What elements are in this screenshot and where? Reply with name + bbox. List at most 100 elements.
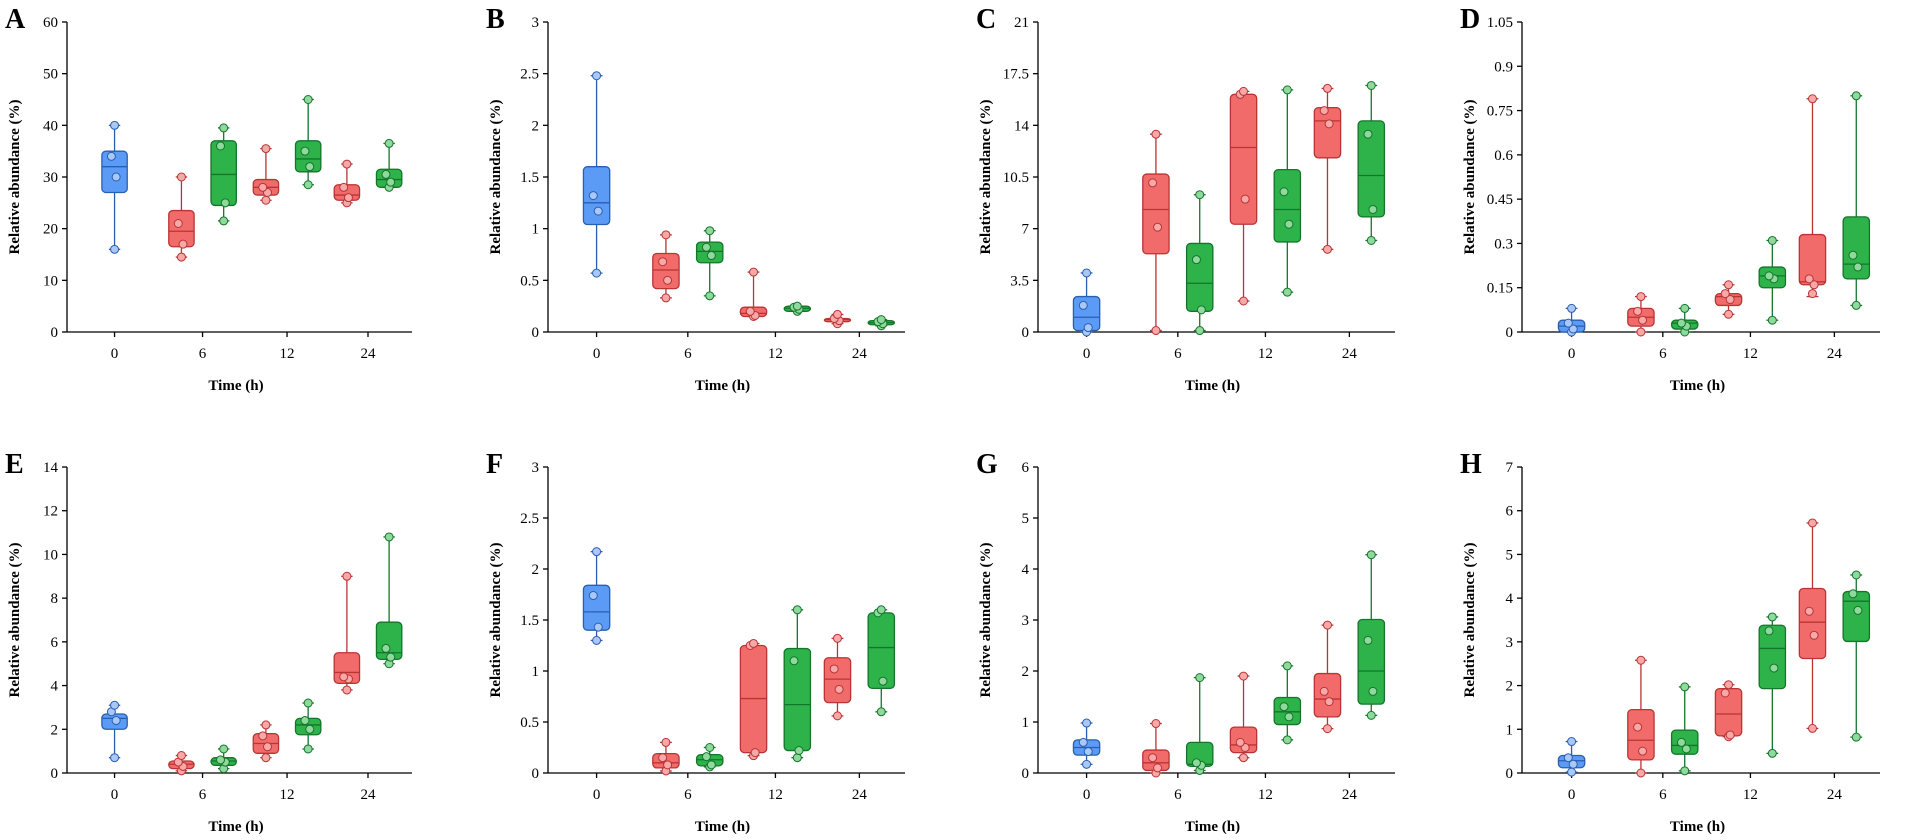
box-red-24h (1313, 83, 1342, 254)
box-red-24h (333, 159, 361, 208)
data-point (1851, 732, 1861, 742)
y-tick-label: 10.5 (1003, 170, 1029, 186)
box-red-6h (168, 172, 195, 262)
box-red-6h (1142, 129, 1170, 336)
y-axis-title: Relative abundance (%) (488, 543, 504, 698)
x-tick-label: 6 (684, 787, 692, 803)
data-point (1680, 682, 1690, 692)
data-point (1153, 763, 1163, 773)
data-point (1563, 318, 1573, 328)
x-tick-label: 6 (1659, 346, 1667, 362)
box-iqr (1357, 120, 1386, 218)
box-green-6h (210, 744, 238, 774)
data-point (1764, 626, 1774, 636)
data-point (829, 664, 839, 674)
data-point (1240, 194, 1250, 204)
y-axis-title: Relative abundance (%) (7, 100, 23, 255)
data-point (111, 172, 121, 182)
data-point (750, 748, 760, 758)
box-blue-0h (582, 547, 611, 645)
data-point (876, 707, 886, 717)
box-red-6h (168, 751, 195, 776)
data-point (216, 755, 226, 765)
data-point (1078, 300, 1088, 310)
y-tick-label: 2 (532, 562, 540, 578)
data-point (1567, 767, 1577, 777)
data-point (1151, 129, 1161, 139)
panel-letter: D (1460, 4, 1480, 35)
box-green-12h (1758, 612, 1787, 758)
panel-letter: E (5, 449, 24, 480)
y-tick-label: 60 (43, 15, 58, 31)
data-point (1322, 83, 1332, 93)
data-point (1282, 735, 1292, 745)
x-tick-label: 0 (1568, 346, 1576, 362)
data-point (1680, 766, 1690, 776)
data-point (1284, 712, 1294, 722)
x-tick-label: 0 (1083, 346, 1091, 362)
y-tick-label: 3 (1022, 613, 1030, 629)
x-tick-label: 12 (280, 346, 295, 362)
data-point (1767, 235, 1777, 245)
box-blue-0h (1557, 737, 1586, 777)
data-point (300, 716, 310, 726)
y-tick-label: 0.5 (520, 273, 539, 289)
data-point (1324, 697, 1334, 707)
data-point (216, 141, 226, 151)
x-tick-label: 24 (1342, 787, 1358, 803)
panel-letter: F (486, 449, 503, 480)
y-tick-label: 20 (43, 222, 58, 238)
data-point (1724, 680, 1734, 690)
data-point (1767, 612, 1777, 622)
data-point (1676, 318, 1686, 328)
y-tick-label: 12 (43, 504, 58, 520)
x-tick-label: 0 (111, 787, 119, 803)
y-tick-label: 1 (1022, 715, 1030, 731)
x-tick-label: 12 (768, 787, 783, 803)
y-axis-title: Relative abundance (%) (978, 543, 994, 698)
data-point (1148, 753, 1158, 763)
y-tick-label: 2 (532, 118, 540, 134)
data-point (1282, 287, 1292, 297)
data-point (1239, 296, 1249, 306)
y-tick-label: 10 (43, 273, 58, 289)
data-point (1083, 323, 1093, 333)
box-red-24h (1798, 518, 1827, 733)
x-tick-label: 6 (199, 346, 207, 362)
box-green-12h (294, 95, 322, 190)
data-point (1724, 309, 1734, 319)
x-tick-label: 6 (1659, 787, 1667, 803)
y-tick-label: 1 (1506, 722, 1514, 738)
data-point (1153, 222, 1163, 232)
box-green-24h (1842, 570, 1871, 742)
y-tick-label: 21 (1014, 15, 1029, 31)
data-point (706, 251, 716, 261)
data-point (1769, 663, 1779, 673)
data-point (381, 643, 391, 653)
data-point (1851, 300, 1861, 310)
data-point (176, 751, 186, 761)
box-blue-0h (101, 120, 128, 254)
data-point (305, 162, 315, 172)
box-red-6h (1627, 655, 1655, 778)
data-point (176, 252, 186, 262)
data-point (749, 638, 759, 648)
y-tick-label: 10 (43, 547, 58, 563)
box-green-24h (867, 315, 896, 331)
data-point (661, 230, 671, 240)
data-point (701, 752, 711, 762)
data-point (705, 226, 715, 236)
data-point (1848, 250, 1858, 260)
box-red-24h (333, 571, 361, 695)
data-point (1633, 306, 1643, 316)
data-point (592, 268, 602, 278)
y-tick-label: 6 (1506, 504, 1514, 520)
y-tick-label: 0.45 (1487, 192, 1513, 208)
data-point (593, 206, 603, 216)
y-tick-label: 0 (532, 766, 540, 782)
x-tick-label: 0 (593, 346, 601, 362)
data-point (1725, 295, 1735, 305)
data-point (111, 716, 121, 726)
